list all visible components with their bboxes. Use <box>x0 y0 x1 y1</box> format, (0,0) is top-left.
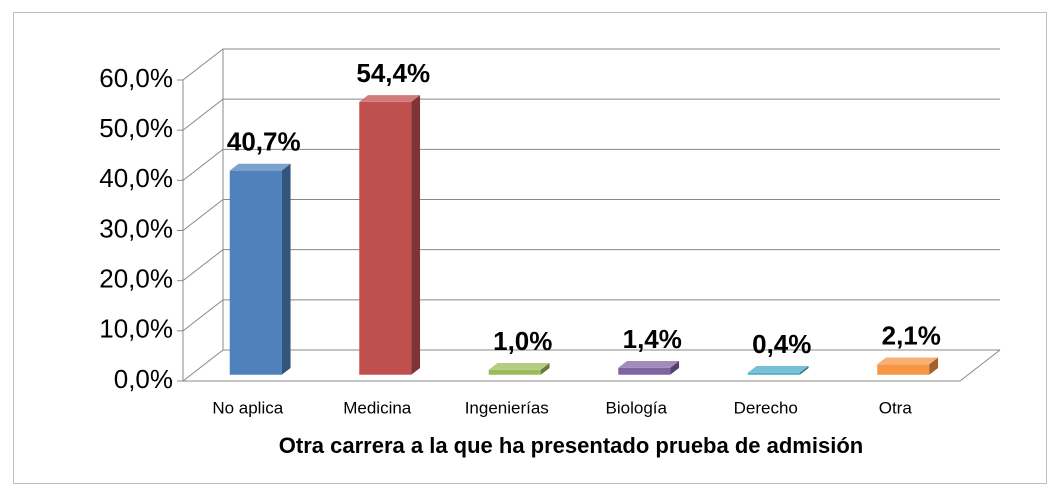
bar-front <box>747 372 800 375</box>
data-label: 40,7% <box>227 127 301 157</box>
x-axis-title: Otra carrera a la que ha presentado prue… <box>279 433 863 458</box>
bar-front <box>618 367 671 375</box>
x-tick-label: No aplica <box>212 398 283 417</box>
bar <box>359 95 421 375</box>
bar-front <box>488 369 541 375</box>
data-label: 1,4% <box>623 324 682 354</box>
floor-edge <box>183 349 1001 382</box>
y-tick-label: 40,0% <box>99 163 173 193</box>
y-tick-label: 30,0% <box>99 213 173 243</box>
x-tick-label: Derecho <box>734 398 798 417</box>
bar-top <box>747 365 809 373</box>
bar-side <box>411 95 421 375</box>
grid-line <box>182 199 1000 231</box>
grid-line <box>182 349 1000 382</box>
y-tick-label: 0,0% <box>114 364 173 394</box>
bar-top <box>359 95 421 102</box>
grid-line <box>182 249 1000 282</box>
bar-top <box>229 163 291 171</box>
bar <box>618 360 680 375</box>
bar-side <box>929 357 939 375</box>
bar-side <box>799 365 809 375</box>
x-tick-label: Otra <box>879 398 913 417</box>
x-tick-label: Biología <box>606 398 668 417</box>
bar <box>488 362 550 375</box>
bar <box>747 365 809 375</box>
x-tick-label: Medicina <box>343 398 412 417</box>
bar-side <box>281 163 291 375</box>
bar <box>229 163 291 375</box>
grid-line <box>182 48 1000 81</box>
bar <box>877 357 939 375</box>
data-label: 1,0% <box>493 326 552 356</box>
bar-top <box>618 360 680 368</box>
y-tick-label: 60,0% <box>99 63 173 93</box>
bar-top <box>877 357 939 365</box>
bar-front <box>359 101 412 375</box>
grid-line <box>182 98 1000 131</box>
bar-side <box>670 360 680 375</box>
bar-front <box>877 364 930 375</box>
bar-side <box>540 362 550 375</box>
grid-line <box>182 148 1000 181</box>
data-label: 2,1% <box>882 320 941 350</box>
x-tick-label: Ingenierías <box>465 398 549 417</box>
bar-top <box>488 362 550 370</box>
bar-front <box>229 170 282 375</box>
y-tick-label: 10,0% <box>99 314 173 344</box>
y-tick-label: 50,0% <box>99 113 173 143</box>
grid-line <box>182 299 1000 332</box>
y-tick-label: 20,0% <box>99 264 173 294</box>
data-label: 0,4% <box>752 329 811 359</box>
chart-border <box>13 12 1047 484</box>
data-label: 54,4% <box>356 58 430 88</box>
